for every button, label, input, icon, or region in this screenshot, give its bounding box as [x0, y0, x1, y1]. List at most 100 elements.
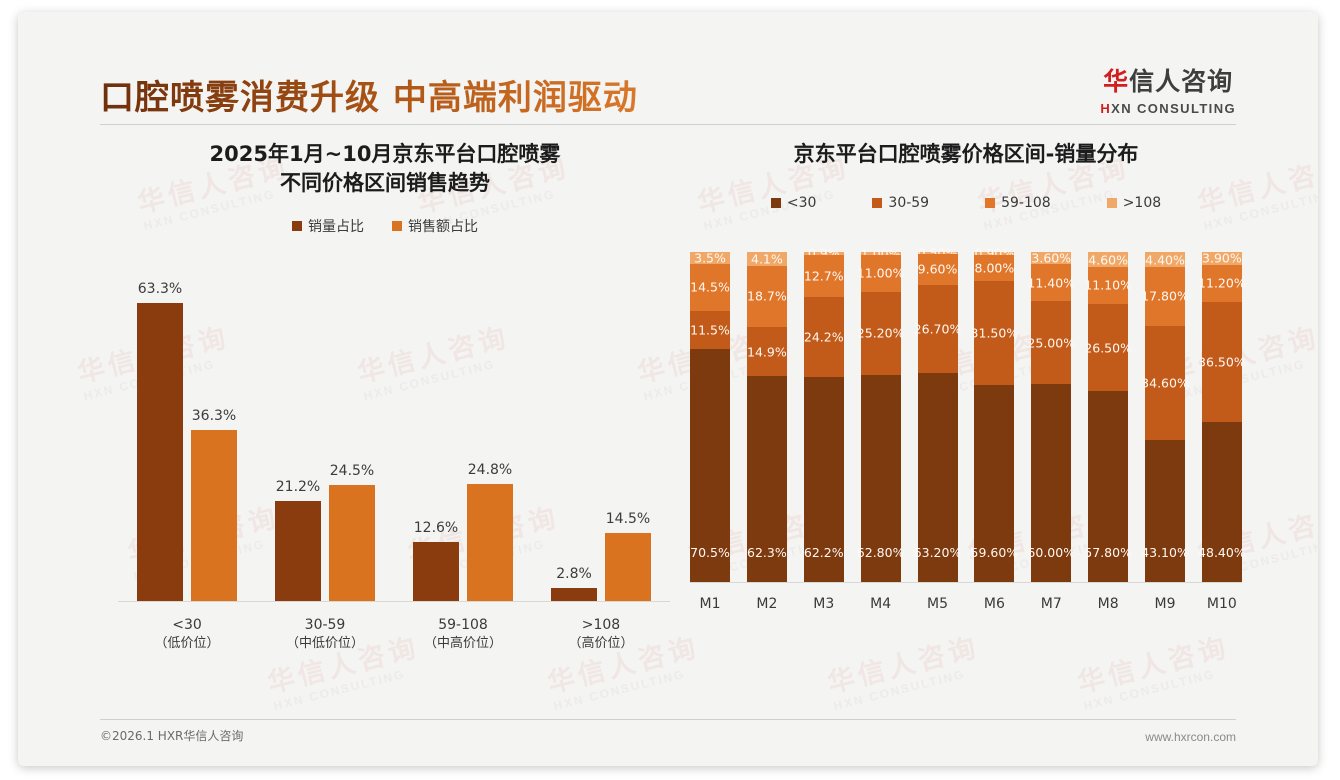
stack-segment-label: 57.80% [1084, 544, 1132, 560]
bar-group: 2.8% 14.5% [547, 258, 655, 601]
stack-segment-label: 11.5% [690, 322, 730, 338]
stack-segment->108[interactable]: 4.1% [746, 251, 787, 266]
stack-segment-<30[interactable]: 63.20% [914, 373, 961, 582]
stack-segment-30-59[interactable]: 25.20% [857, 291, 904, 375]
bar-销量占比[interactable]: 21.2% [275, 479, 321, 601]
bar-group: 21.2% 24.5% [271, 258, 379, 601]
x-axis-label-main: <30 [172, 616, 202, 633]
bar-销量占比[interactable]: 2.8% [551, 566, 597, 601]
stacked-bar-M7[interactable]: 3.60% 11.40% 25.00% 60.00% M7 [1027, 250, 1075, 612]
x-axis-label: 59-108 （中高价位） [408, 615, 518, 654]
legend-item-0[interactable]: 销量占比 [292, 216, 364, 236]
stack-segment-30-59[interactable]: 26.50% [1084, 303, 1132, 392]
stack-segment->108[interactable]: 4.40% [1145, 252, 1185, 267]
stack-segment-30-59[interactable]: 24.2% [803, 296, 844, 377]
bar-销售额占比[interactable]: 14.5% [605, 511, 651, 601]
stack-segment-59-108[interactable]: 9.60% [917, 253, 958, 286]
stack-segment-<30[interactable]: 59.60% [971, 385, 1018, 582]
stack-segment-<30[interactable]: 62.3% [746, 376, 787, 582]
stack-segment-30-59[interactable]: 25.00% [1027, 301, 1075, 384]
left-chart-title-line1: 2025年1月~10月京东平台口腔喷雾 [209, 142, 561, 166]
right-chart-plot: 3.5% 14.5% 11.5% 70.5% M1 4.1% 18.7% 14.9% 62.3%… [686, 241, 1246, 619]
stack-segment->108[interactable]: 3.90% [1201, 251, 1242, 266]
x-axis-label-month: M1 [699, 595, 721, 612]
stack-segment->108[interactable]: 4.60% [1088, 252, 1129, 268]
stack-segment-<30[interactable]: 62.2% [803, 376, 844, 582]
bar-value-label: 63.3% [137, 280, 183, 297]
legend-item-1[interactable]: 销售额占比 [392, 216, 478, 236]
stack-segment-59-108[interactable]: 8.00% [974, 254, 1015, 282]
legend-swatch [1106, 197, 1117, 208]
bar-销售额占比[interactable]: 36.3% [191, 408, 237, 601]
bar-group: 12.6% 24.8% [409, 258, 517, 601]
stacked-bar-M9[interactable]: 4.40% 17.80% 34.60% 43.10% M9 [1141, 251, 1189, 612]
x-axis-label-month: M8 [1097, 595, 1119, 612]
stack-segment-30-59[interactable]: 34.60% [1141, 325, 1189, 440]
stack-segment-59-108[interactable]: 11.20% [1198, 264, 1246, 302]
stacked-bar-M1[interactable]: 3.5% 14.5% 11.5% 70.5% M1 [690, 250, 730, 612]
page-title: 口腔喷雾消费升级 中高端利润驱动 [100, 70, 638, 119]
stacked-bar-M10[interactable]: 3.90% 11.20% 36.50% 48.40% M10 [1198, 251, 1246, 612]
logo-en-rest: XN CONSULTING [1111, 101, 1236, 116]
stack-segment-59-108[interactable]: 11.00% [857, 255, 904, 292]
left-chart-legend: 销量占比 销售额占比 [100, 216, 670, 236]
legend-label: 59-108 [1001, 194, 1051, 211]
stack-segment-<30[interactable]: 48.40% [1198, 422, 1246, 582]
x-axis-label-sub: （中高价位） [423, 636, 502, 652]
legend-label: >108 [1122, 194, 1162, 211]
right-chart-axis-line [690, 581, 1242, 583]
stacked-bar-M3[interactable]: 0.9% 12.7% 24.2% 62.2% M3 [803, 246, 844, 612]
stack-segment-label: 12.7% [803, 268, 844, 284]
stacked-bar-M2[interactable]: 4.1% 18.7% 14.9% 62.3% M2 [746, 251, 787, 612]
x-axis-label: <30 （低价位） [132, 615, 242, 654]
stack-segment-30-59[interactable]: 11.5% [690, 311, 730, 350]
stack-segment-<30[interactable]: 57.80% [1084, 391, 1132, 582]
bar-销售额占比[interactable]: 24.8% [467, 462, 513, 601]
legend-item-0[interactable]: <30 [770, 194, 817, 211]
stack-segment-label: 11.40% [1027, 275, 1076, 291]
stack-segment-59-108[interactable]: 17.80% [1141, 266, 1189, 326]
company-logo: 华信人咨询 HXN CONSULTING [1100, 62, 1236, 116]
stack-segment-59-108[interactable]: 12.7% [803, 254, 844, 297]
right-chart-panel: 京东平台口腔喷雾价格区间-销量分布 <30 30-59 59-108 >108 3.5… [686, 140, 1246, 700]
left-chart-x-labels: <30 （低价位） 30-59 （中低价位） 59-108 （中高价位） >108 （高价位） [118, 615, 670, 654]
legend-label: <30 [786, 194, 817, 211]
legend-swatch [292, 220, 302, 231]
x-axis-label-month: M10 [1206, 595, 1237, 612]
stack-segment-label: 63.20% [913, 544, 962, 560]
bar-slot: 63.3% [137, 258, 183, 601]
bar-销售额占比[interactable]: 24.5% [329, 463, 375, 601]
stack-segment-59-108[interactable]: 11.40% [1027, 263, 1075, 302]
stack-segment-label: 36.50% [1198, 354, 1246, 370]
stacked-bar-M4[interactable]: 1.00% 11.00% 25.20% 62.80% M4 [857, 246, 905, 612]
stack-segment-<30[interactable]: 70.5% [690, 349, 730, 582]
bar-slot: 2.8% [551, 258, 597, 601]
footer-website[interactable]: www.hxrcon.com [1145, 730, 1236, 744]
stack-segment-<30[interactable]: 62.80% [857, 374, 904, 582]
legend-item-3[interactable]: >108 [1106, 194, 1162, 211]
stack-segment-label: 9.60% [917, 261, 958, 277]
stack-segment-label: 11.10% [1084, 277, 1132, 293]
stacked-bar-M8[interactable]: 4.60% 11.10% 26.50% 57.80% M8 [1084, 251, 1132, 612]
x-axis-label: 30-59 （中低价位） [270, 615, 380, 654]
bar-销量占比[interactable]: 63.3% [137, 281, 183, 601]
stack-segment->108[interactable]: 3.60% [1031, 250, 1072, 265]
stack-segment-30-59[interactable]: 36.50% [1198, 301, 1246, 423]
legend-item-1[interactable]: 30-59 [872, 195, 929, 211]
stack-segment-30-59[interactable]: 31.50% [971, 281, 1018, 386]
bar-销量占比[interactable]: 12.6% [413, 520, 459, 601]
stack-segment-59-108[interactable]: 18.7% [746, 265, 787, 328]
stacked-bar-M5[interactable]: 0.50%9.60%26.70%63.20%M5 [914, 245, 962, 612]
x-axis-label-month: M2 [756, 595, 778, 612]
stack-segment-<30[interactable]: 60.00% [1027, 383, 1075, 582]
stack-segment-59-108[interactable]: 11.10% [1084, 267, 1132, 304]
stack-segment->108[interactable]: 3.5% [690, 250, 730, 265]
stacked-bar-M6[interactable]: 0.90% 8.00% 31.50% 59.60% M6 [971, 246, 1019, 612]
stack-segment-30-59[interactable]: 26.70% [914, 285, 961, 374]
stack-segment-<30[interactable]: 43.10% [1141, 439, 1189, 582]
right-chart-legend: <30 30-59 59-108 >108 [686, 195, 1246, 211]
x-axis-label-month: M9 [1154, 595, 1176, 612]
stack-segment-59-108[interactable]: 14.5% [690, 263, 730, 312]
legend-item-2[interactable]: 59-108 [985, 195, 1051, 211]
stack-segment-30-59[interactable]: 14.9% [746, 327, 787, 377]
